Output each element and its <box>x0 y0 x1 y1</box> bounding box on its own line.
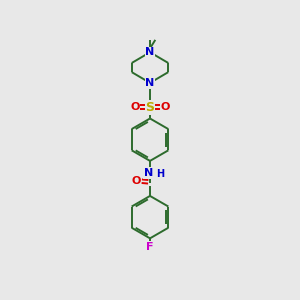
Text: F: F <box>146 242 154 252</box>
Text: O: O <box>130 102 140 112</box>
Text: N: N <box>146 78 154 88</box>
Text: S: S <box>146 101 154 114</box>
Text: O: O <box>131 176 141 186</box>
Text: H: H <box>157 169 165 179</box>
Text: O: O <box>160 102 170 112</box>
Text: N: N <box>144 168 153 178</box>
Text: N: N <box>146 47 154 57</box>
